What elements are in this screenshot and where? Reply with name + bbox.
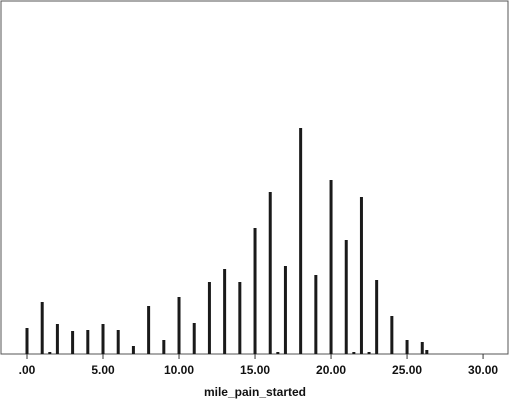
bar [25, 328, 29, 354]
bar [359, 197, 363, 354]
x-tick-label: 15.00 [240, 363, 270, 377]
x-axis-label: mile_pain_started [204, 385, 306, 399]
bar [162, 340, 166, 354]
bar [367, 352, 371, 354]
bar [352, 352, 356, 354]
bar [116, 330, 120, 354]
x-tick-label: 10.00 [164, 363, 194, 377]
x-tick-label: 30.00 [468, 363, 498, 377]
bar [253, 228, 257, 354]
bar [283, 266, 287, 354]
bar [48, 352, 52, 354]
bar [131, 346, 135, 354]
x-tick-label: 25.00 [392, 363, 422, 377]
bar [147, 306, 151, 354]
bar [420, 342, 424, 354]
bar [55, 324, 59, 354]
bar [390, 316, 394, 354]
bar [71, 331, 75, 354]
bar [268, 192, 272, 354]
bar [101, 324, 105, 354]
bar [207, 282, 211, 354]
bar [40, 302, 44, 354]
bar [405, 340, 409, 354]
bar [329, 180, 333, 354]
bar [344, 240, 348, 354]
bar [375, 280, 379, 354]
x-tick-label: .00 [19, 363, 36, 377]
bar [192, 323, 196, 354]
bar [299, 128, 303, 354]
bar [425, 350, 429, 354]
bar [238, 282, 242, 354]
x-tick-label: 20.00 [316, 363, 346, 377]
bar [177, 297, 181, 354]
bar [86, 330, 90, 354]
x-tick-label: 5.00 [91, 363, 115, 377]
bar [314, 275, 318, 354]
bar [223, 269, 227, 354]
bar [276, 352, 280, 354]
